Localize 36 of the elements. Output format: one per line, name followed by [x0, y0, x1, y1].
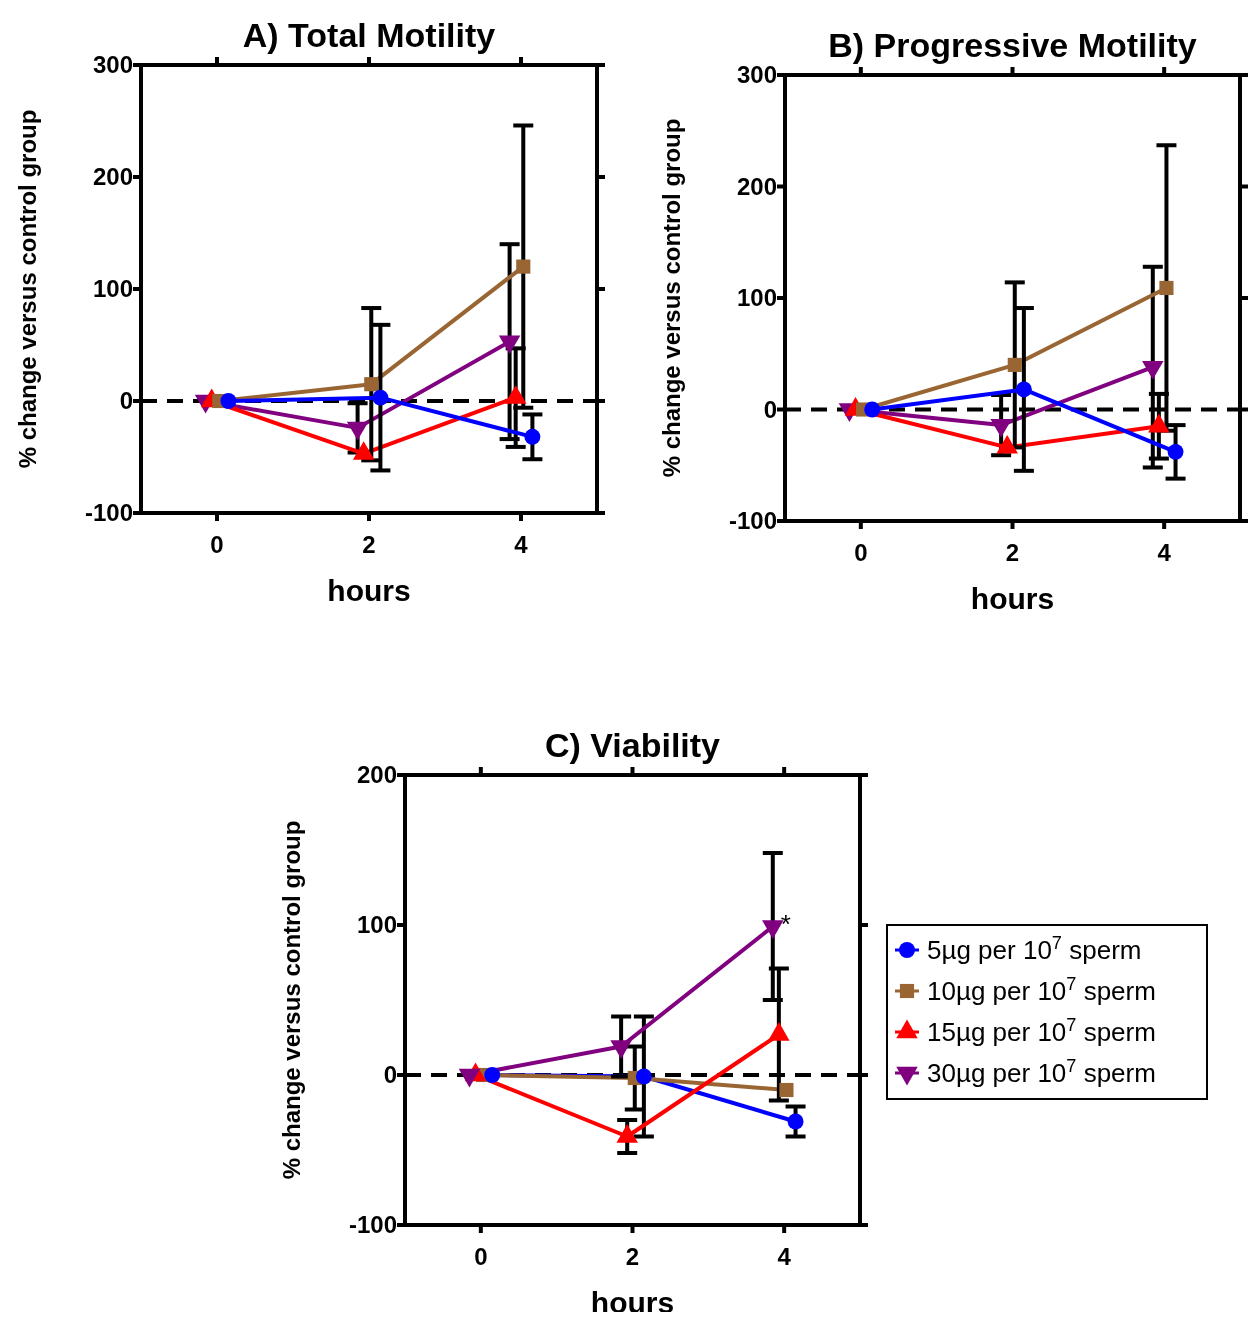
legend-label: 15µg per 10$^{7}$ sperm: [927, 1015, 1156, 1047]
y-axis-title: % change versus control group: [14, 109, 41, 469]
legend-label: 5µg per 10$^{7}$ sperm: [927, 933, 1142, 965]
y-tick-label: -100: [348, 1211, 397, 1238]
x-tick-label: 4: [514, 531, 529, 558]
x-tick-label: 0: [210, 531, 224, 558]
y-tick-label: 0: [383, 1061, 397, 1088]
y-tick-label: 200: [356, 761, 397, 788]
y-tick-label: 200: [736, 172, 777, 200]
x-tick-label: 2: [1005, 539, 1020, 566]
x-axis-title: hours: [327, 574, 411, 607]
y-tick-label: -100: [84, 499, 133, 526]
y-tick-label: 0: [119, 387, 133, 414]
x-tick-label: 0: [474, 1243, 488, 1270]
legend-label: 30µg per 10$^{7}$ sperm: [927, 1056, 1156, 1088]
y-tick-label: 100: [736, 284, 777, 311]
x-axis-title: hours: [970, 582, 1055, 615]
x-tick-label: 2: [625, 1243, 640, 1270]
x-tick-label: 0: [854, 539, 868, 566]
y-tick-label: 0: [763, 395, 777, 423]
y-tick-label: 200: [92, 163, 133, 190]
annotation: *: [780, 908, 791, 939]
chart-title: C) Viability: [544, 726, 721, 764]
x-tick-label: 2: [362, 531, 376, 558]
y-axis-title: % change versus control group: [658, 118, 685, 478]
x-tick-label: 4: [1157, 539, 1172, 566]
x-tick-label: 4: [777, 1243, 792, 1270]
y-tick-label: 100: [356, 911, 397, 938]
y-tick-label: 300: [736, 61, 777, 88]
y-axis-title: % change versus control group: [278, 820, 305, 1180]
y-tick-label: 100: [92, 275, 133, 302]
chart-title: A) Total Motility: [242, 16, 496, 54]
y-tick-label: -100: [728, 507, 777, 534]
legend-label: 10µg per 10$^{7}$ sperm: [927, 974, 1156, 1006]
y-tick-label: 300: [92, 51, 133, 78]
chart-title: B) Progressive Motility: [828, 26, 1197, 64]
